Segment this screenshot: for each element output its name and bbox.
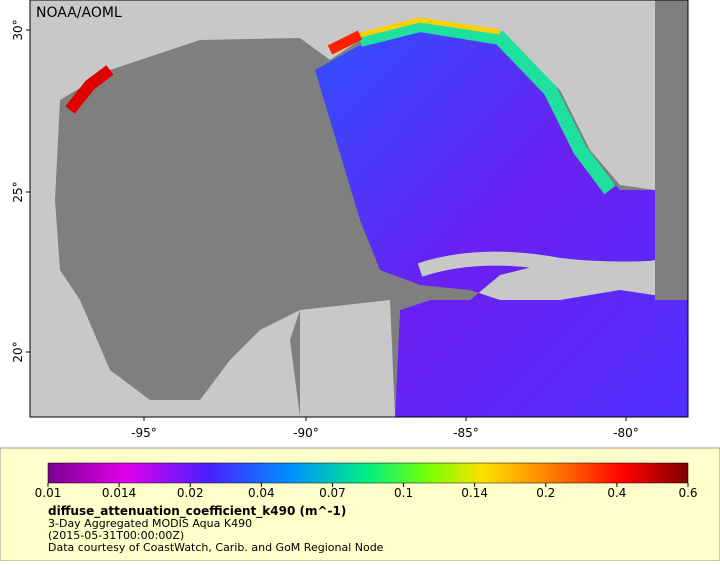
lat-label: 20° — [11, 341, 25, 362]
credit: NOAA/AOML — [36, 5, 122, 21]
lat-label: 30° — [11, 19, 25, 40]
yucatan — [300, 300, 395, 417]
credit-bg — [32, 2, 128, 22]
legend-line: (2015-05-31T00:00:00Z) — [48, 529, 184, 542]
coastal-band — [65, 65, 114, 114]
colorbar — [47, 462, 689, 484]
coastal-band — [327, 30, 363, 55]
coastal-band — [359, 17, 501, 38]
colorbar-label: 0.014 — [102, 486, 136, 500]
colorbar-label: 0.04 — [248, 486, 275, 500]
data-field — [315, 30, 688, 417]
colorbar-label: 0.07 — [319, 486, 346, 500]
coastal-band — [358, 17, 616, 195]
lat-label: 25° — [11, 181, 25, 202]
legend-line: Data courtesy of CoastWatch, Carib. and … — [48, 541, 384, 554]
variable-name: diffuse_attenuation_coefficient_k490 (m^… — [48, 504, 346, 519]
lon-label: -95° — [131, 426, 157, 440]
lon-label: -80° — [613, 426, 639, 440]
colorbar-label: 0.6 — [678, 486, 697, 500]
colorbar-label: 0.14 — [461, 486, 488, 500]
lon-label: -90° — [293, 426, 319, 440]
colorbar-label: 0.4 — [607, 486, 626, 500]
cuba — [417, 251, 651, 277]
no-data — [655, 0, 688, 300]
lon-label: -85° — [453, 426, 479, 440]
colorbar-label: 0.1 — [394, 486, 413, 500]
colorbar-label: 0.01 — [35, 486, 62, 500]
colorbar-label: 0.2 — [536, 486, 555, 500]
legend-line: 3-Day Aggregated MODIS Aqua K490 — [48, 517, 252, 530]
map-frame — [29, 0, 689, 418]
colorbar-label: 0.02 — [177, 486, 204, 500]
map — [29, 0, 689, 418]
